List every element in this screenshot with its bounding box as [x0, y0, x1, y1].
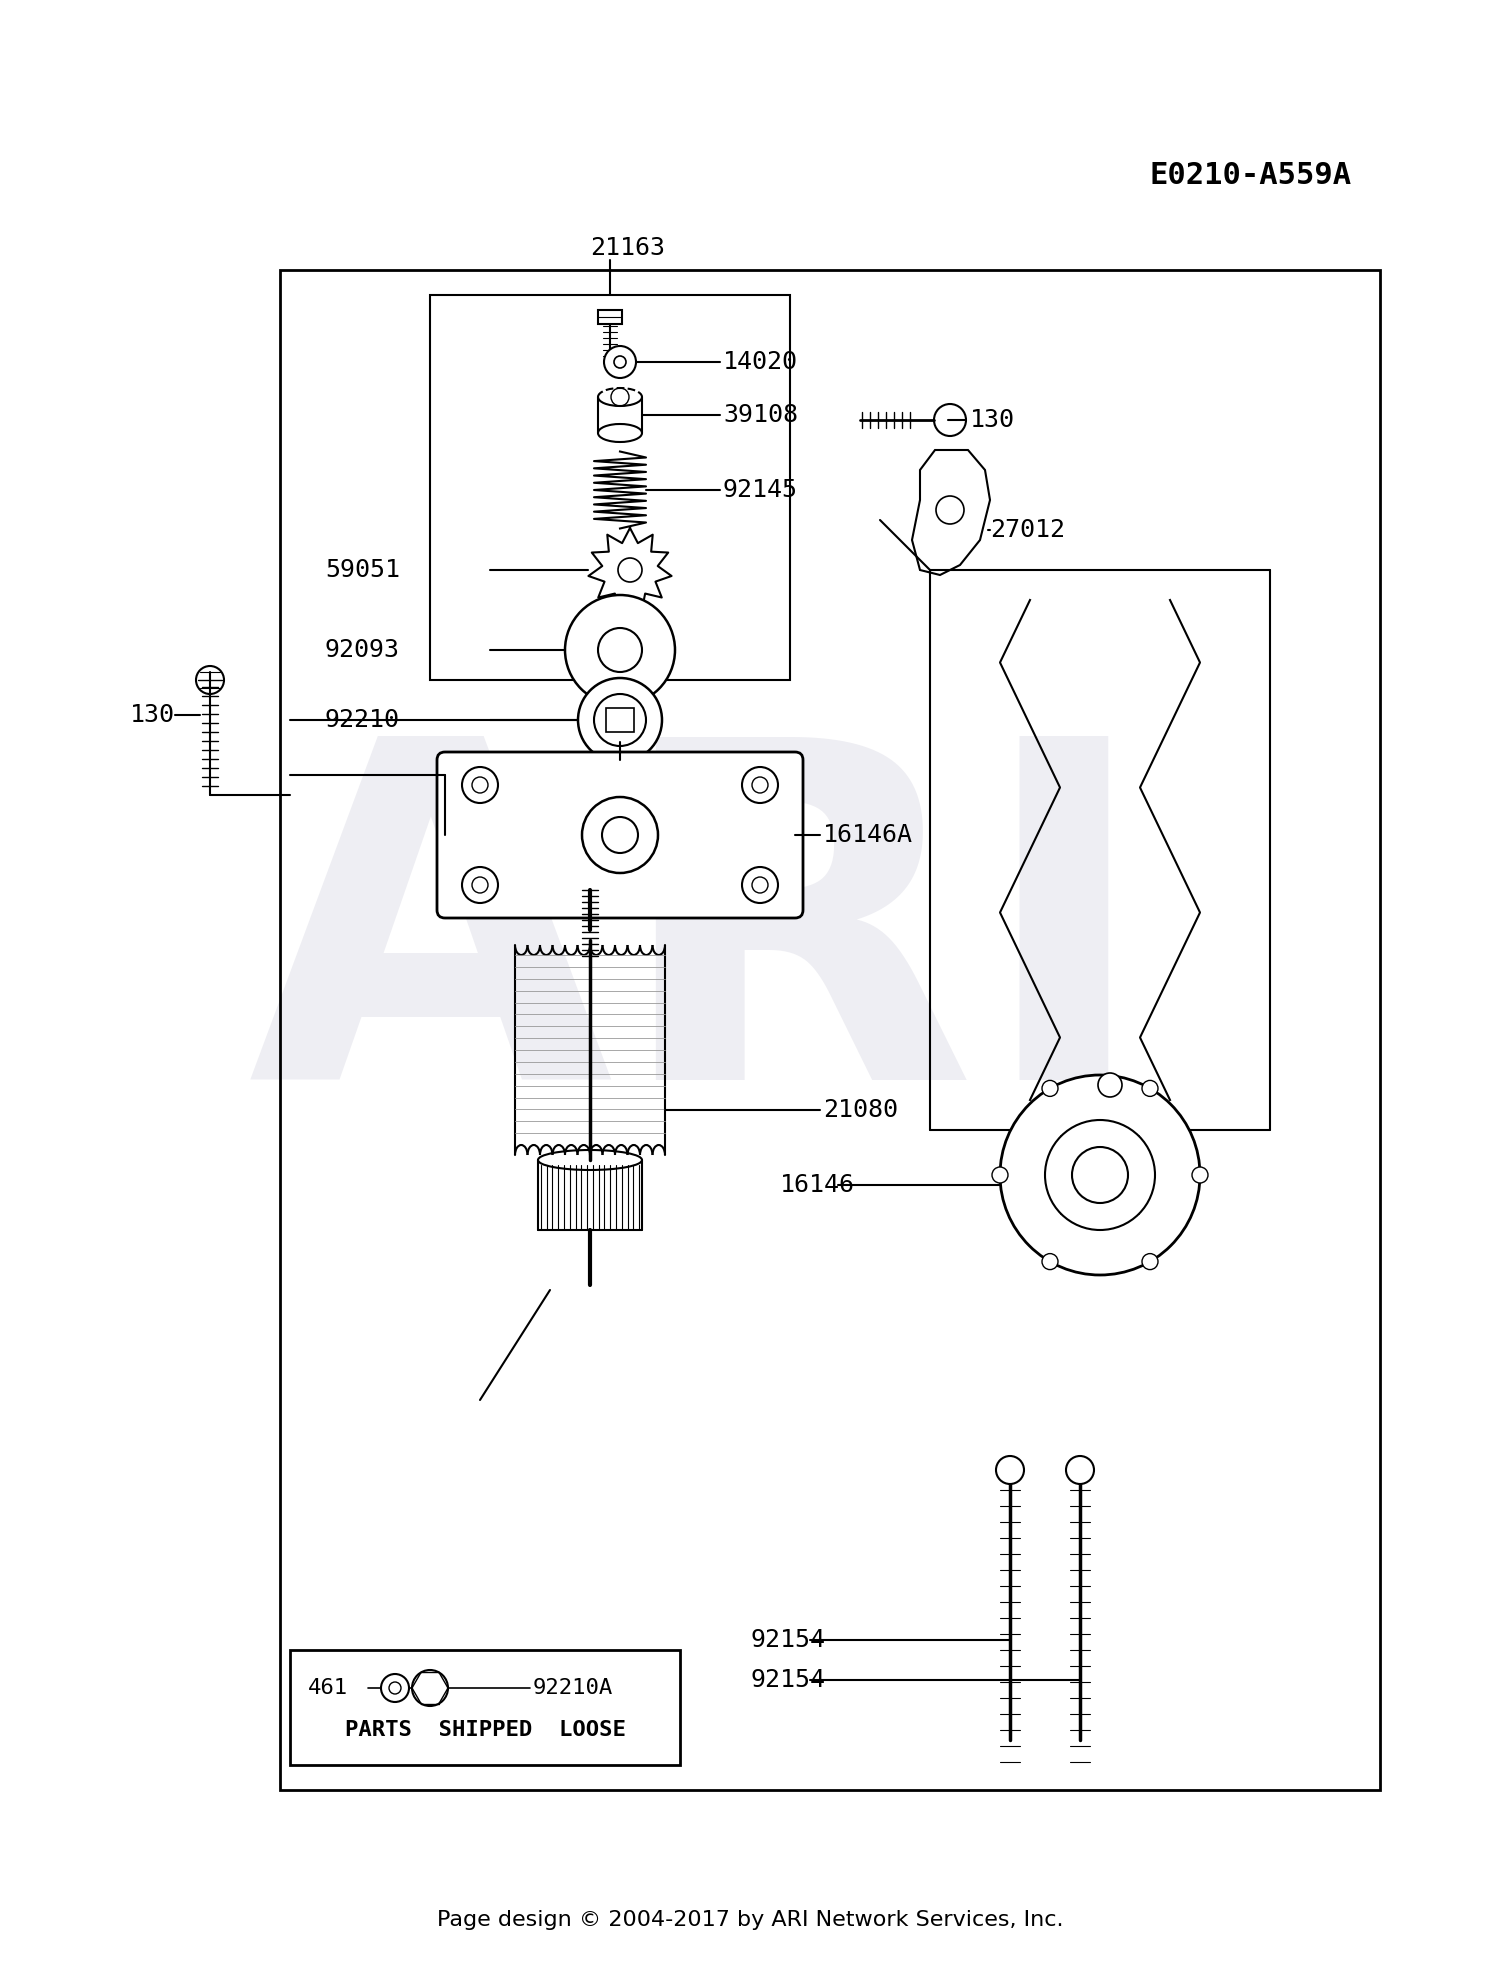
Text: 14020: 14020 [723, 349, 798, 375]
Circle shape [752, 777, 768, 793]
Text: 92145: 92145 [723, 479, 798, 502]
Text: 21163: 21163 [590, 235, 664, 261]
Circle shape [752, 877, 768, 893]
Circle shape [1192, 1167, 1208, 1183]
Circle shape [566, 594, 675, 704]
Circle shape [472, 777, 488, 793]
Circle shape [618, 557, 642, 583]
Bar [606, 708, 634, 732]
Text: 92210A: 92210A [532, 1678, 614, 1697]
Circle shape [614, 355, 626, 369]
Bar [280, 271, 1380, 1789]
Text: 130: 130 [970, 408, 1016, 432]
Circle shape [594, 695, 646, 746]
Text: 130: 130 [130, 702, 176, 728]
Circle shape [742, 867, 778, 903]
Circle shape [381, 1674, 410, 1701]
Circle shape [1098, 1073, 1122, 1097]
Bar [200, 673, 220, 689]
Circle shape [604, 345, 636, 379]
Text: 92154: 92154 [750, 1668, 825, 1691]
Circle shape [1072, 1148, 1128, 1203]
Text: 27012: 27012 [990, 518, 1065, 542]
Text: Page design © 2004-2017 by ARI Network Services, Inc.: Page design © 2004-2017 by ARI Network S… [436, 1909, 1064, 1931]
Circle shape [1042, 1081, 1058, 1097]
Bar [598, 310, 622, 324]
Text: 92093: 92093 [326, 638, 400, 661]
Text: 461: 461 [308, 1678, 348, 1697]
Text: 92154: 92154 [750, 1628, 825, 1652]
Circle shape [1046, 1120, 1155, 1230]
Circle shape [992, 1167, 1008, 1183]
Circle shape [996, 1456, 1024, 1483]
FancyBboxPatch shape [436, 751, 802, 918]
Circle shape [196, 665, 223, 695]
Circle shape [742, 767, 778, 802]
Bar [430, 294, 790, 681]
Circle shape [413, 1670, 448, 1707]
Circle shape [598, 628, 642, 673]
Text: 16146A: 16146A [824, 822, 914, 848]
Circle shape [472, 877, 488, 893]
Bar [290, 1650, 680, 1766]
Text: ARI: ARI [248, 722, 1152, 1177]
Circle shape [602, 816, 638, 853]
Circle shape [1066, 1456, 1094, 1483]
Text: 39108: 39108 [723, 402, 798, 428]
Text: 92210: 92210 [326, 708, 400, 732]
Text: E0210-A559A: E0210-A559A [1150, 161, 1352, 190]
Text: 16146: 16146 [780, 1173, 855, 1197]
Circle shape [1142, 1254, 1158, 1269]
Circle shape [1042, 1254, 1058, 1269]
Polygon shape [912, 449, 990, 575]
Text: 59051: 59051 [326, 557, 400, 583]
Circle shape [936, 496, 964, 524]
Circle shape [578, 679, 662, 761]
Circle shape [582, 797, 658, 873]
Circle shape [1000, 1075, 1200, 1275]
Text: 21080: 21080 [824, 1099, 898, 1122]
Circle shape [934, 404, 966, 436]
Circle shape [1142, 1081, 1158, 1097]
Circle shape [462, 767, 498, 802]
Text: PARTS  SHIPPED  LOOSE: PARTS SHIPPED LOOSE [345, 1721, 626, 1740]
Circle shape [462, 867, 498, 903]
Circle shape [388, 1681, 400, 1693]
